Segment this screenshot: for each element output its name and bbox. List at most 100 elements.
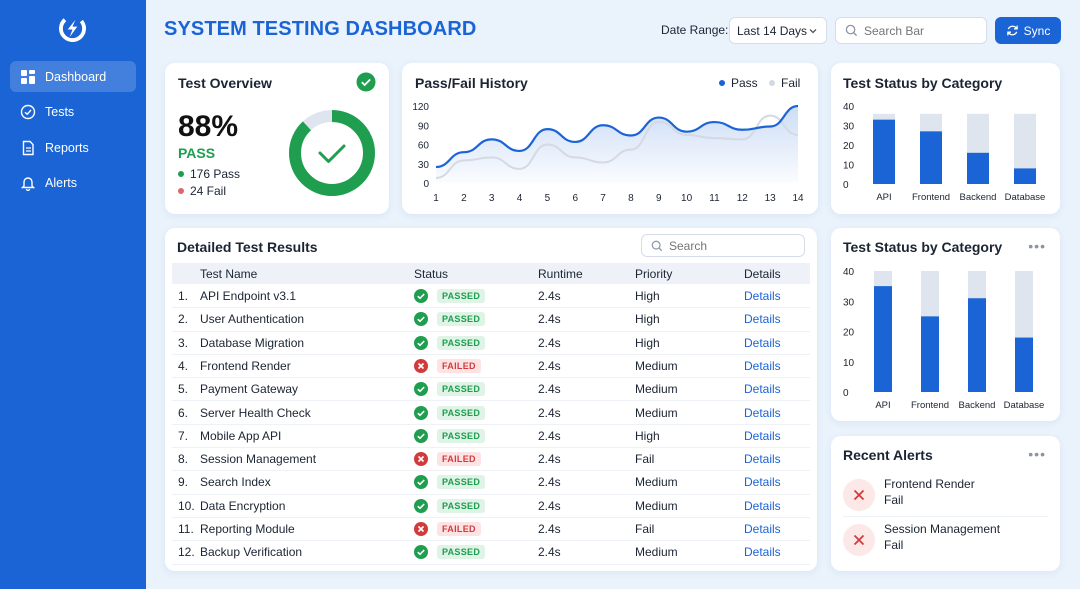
table-row[interactable]: 5. Payment Gateway PASSED 2.4s Medium Details — [172, 378, 810, 402]
priority-value: Medium — [635, 475, 678, 490]
priority-value: High — [635, 289, 660, 303]
sidebar-item-reports[interactable]: Reports — [10, 132, 136, 163]
column-header-details[interactable]: Details — [744, 267, 781, 281]
more-options-icon[interactable]: ••• — [1028, 238, 1046, 254]
table-search[interactable] — [641, 234, 805, 257]
close-icon — [843, 524, 875, 556]
category-bar-chart-2: 0 10 20 30 40 API Frontend Backend Database — [843, 267, 1044, 411]
sidebar-nav: Dashboard Tests Reports Alerts — [10, 61, 136, 203]
table-row[interactable]: 7. Mobile App API PASSED 2.4s High Details — [172, 425, 810, 449]
pass-fail-history-card: Pass/Fail History Pass Fail 0 30 60 90 120 1 2… — [402, 63, 818, 214]
x-tick-label: API — [876, 192, 891, 203]
card-title: Pass/Fail History — [415, 75, 528, 91]
test-name: Data Encryption — [200, 498, 286, 513]
y-tick-label: 20 — [843, 328, 855, 339]
details-link[interactable]: Details — [744, 475, 781, 490]
runtime-value: 2.4s — [538, 289, 561, 303]
row-number: 10. — [178, 498, 195, 513]
priority-value: Medium — [635, 382, 678, 397]
details-link[interactable]: Details — [744, 498, 781, 513]
y-tick-label: 20 — [843, 141, 855, 152]
legend-pass-label: Pass — [731, 76, 758, 90]
check-icon — [318, 144, 346, 163]
x-tick-label: Backend — [959, 400, 996, 411]
column-header-status[interactable]: Status — [414, 267, 449, 281]
sync-button[interactable]: Sync — [995, 17, 1061, 44]
bar — [873, 119, 895, 184]
column-header-name[interactable]: Test Name — [200, 267, 258, 281]
priority-value: High — [635, 335, 660, 350]
test-name: Database Migration — [200, 335, 305, 350]
check-badge-icon — [356, 72, 376, 92]
details-link[interactable]: Details — [744, 428, 781, 443]
sidebar-item-dashboard[interactable]: Dashboard — [10, 61, 136, 92]
fail-count: 24 Fail — [178, 184, 226, 198]
pass-area — [436, 106, 798, 183]
y-tick-label: 30 — [418, 160, 430, 171]
status-badge: PASSED — [437, 312, 486, 327]
table-row[interactable]: 12. Backup Verification PASSED 2.4s Medium De… — [172, 541, 810, 565]
search-bar[interactable] — [835, 17, 987, 44]
page-title: SYSTEM TESTING DASHBOARD — [164, 18, 477, 40]
column-header-priority[interactable]: Priority — [635, 267, 673, 281]
table-row[interactable]: 1. API Endpoint v3.1 PASSED 2.4s High Details — [172, 285, 810, 309]
date-range-select[interactable]: Last 14 Days — [729, 17, 827, 44]
alert-item[interactable]: Frontend Render Fail — [843, 476, 1048, 520]
search-input[interactable] — [864, 23, 974, 38]
status-badge: PASSED — [437, 475, 486, 490]
sidebar-item-label: Tests — [45, 105, 75, 119]
details-link[interactable]: Details — [744, 312, 781, 327]
row-number: 7. — [178, 428, 189, 443]
details-link[interactable]: Details — [744, 522, 781, 536]
table-row[interactable]: 3. Database Migration PASSED 2.4s High Detail… — [172, 332, 810, 355]
x-tick-label: 7 — [600, 193, 606, 204]
details-link[interactable]: Details — [744, 289, 781, 303]
chevron-down-icon — [809, 29, 817, 34]
column-header-runtime[interactable]: Runtime — [538, 267, 583, 281]
details-link[interactable]: Details — [744, 452, 781, 467]
pass-icon — [414, 382, 428, 397]
table-row[interactable]: 9. Search Index PASSED 2.4s Medium Details — [172, 471, 810, 495]
pass-icon — [414, 312, 428, 327]
table-row[interactable]: 4. Frontend Render FAILED 2.4s Medium Details — [172, 355, 810, 379]
row-number: 6. — [178, 405, 189, 420]
status-badge: FAILED — [437, 358, 481, 373]
pass-icon — [414, 405, 428, 420]
bar — [921, 316, 939, 392]
details-link[interactable]: Details — [744, 358, 781, 373]
table-row[interactable]: 8. Session Management FAILED 2.4s Fail Detail… — [172, 448, 810, 472]
legend-fail-dot — [769, 80, 775, 86]
card-title: Test Overview — [178, 75, 272, 91]
sidebar-item-alerts[interactable]: Alerts — [10, 168, 136, 199]
bar — [920, 131, 942, 184]
table-search-input[interactable] — [669, 238, 779, 253]
runtime-value: 2.4s — [538, 452, 561, 467]
details-link[interactable]: Details — [744, 382, 781, 397]
more-options-icon[interactable]: ••• — [1028, 446, 1046, 462]
row-number: 5. — [178, 382, 189, 397]
y-tick-label: 40 — [843, 267, 855, 278]
pass-icon — [414, 498, 428, 513]
test-name: Server Health Check — [200, 405, 311, 420]
sidebar-item-tests[interactable]: Tests — [10, 97, 136, 128]
status-badge: PASSED — [437, 405, 486, 420]
x-tick-label: 2 — [461, 193, 467, 204]
table-row[interactable]: 2. User Authentication PASSED 2.4s High Detai… — [172, 308, 810, 332]
x-tick-label: 8 — [628, 193, 634, 204]
table-row[interactable]: 11. Reporting Module FAILED 2.4s Fail Details — [172, 518, 810, 542]
details-link[interactable]: Details — [744, 405, 781, 420]
priority-value: Fail — [635, 522, 655, 536]
table-row[interactable]: 10. Data Encryption PASSED 2.4s Medium Detail… — [172, 495, 810, 518]
details-link[interactable]: Details — [744, 335, 781, 350]
search-icon — [845, 24, 858, 37]
table-row[interactable]: 6. Server Health Check PASSED 2.4s Medium Det… — [172, 402, 810, 425]
priority-value: High — [635, 428, 660, 443]
priority-value: Medium — [635, 498, 678, 513]
row-number: 3. — [178, 335, 189, 350]
date-range-value: Last 14 Days — [737, 23, 808, 38]
alert-item[interactable]: Session Management Fail — [843, 521, 1048, 565]
legend-pass-dot — [719, 80, 725, 86]
sidebar-item-label: Reports — [45, 140, 89, 155]
row-number: 12. — [178, 545, 195, 560]
details-link[interactable]: Details — [744, 545, 781, 560]
